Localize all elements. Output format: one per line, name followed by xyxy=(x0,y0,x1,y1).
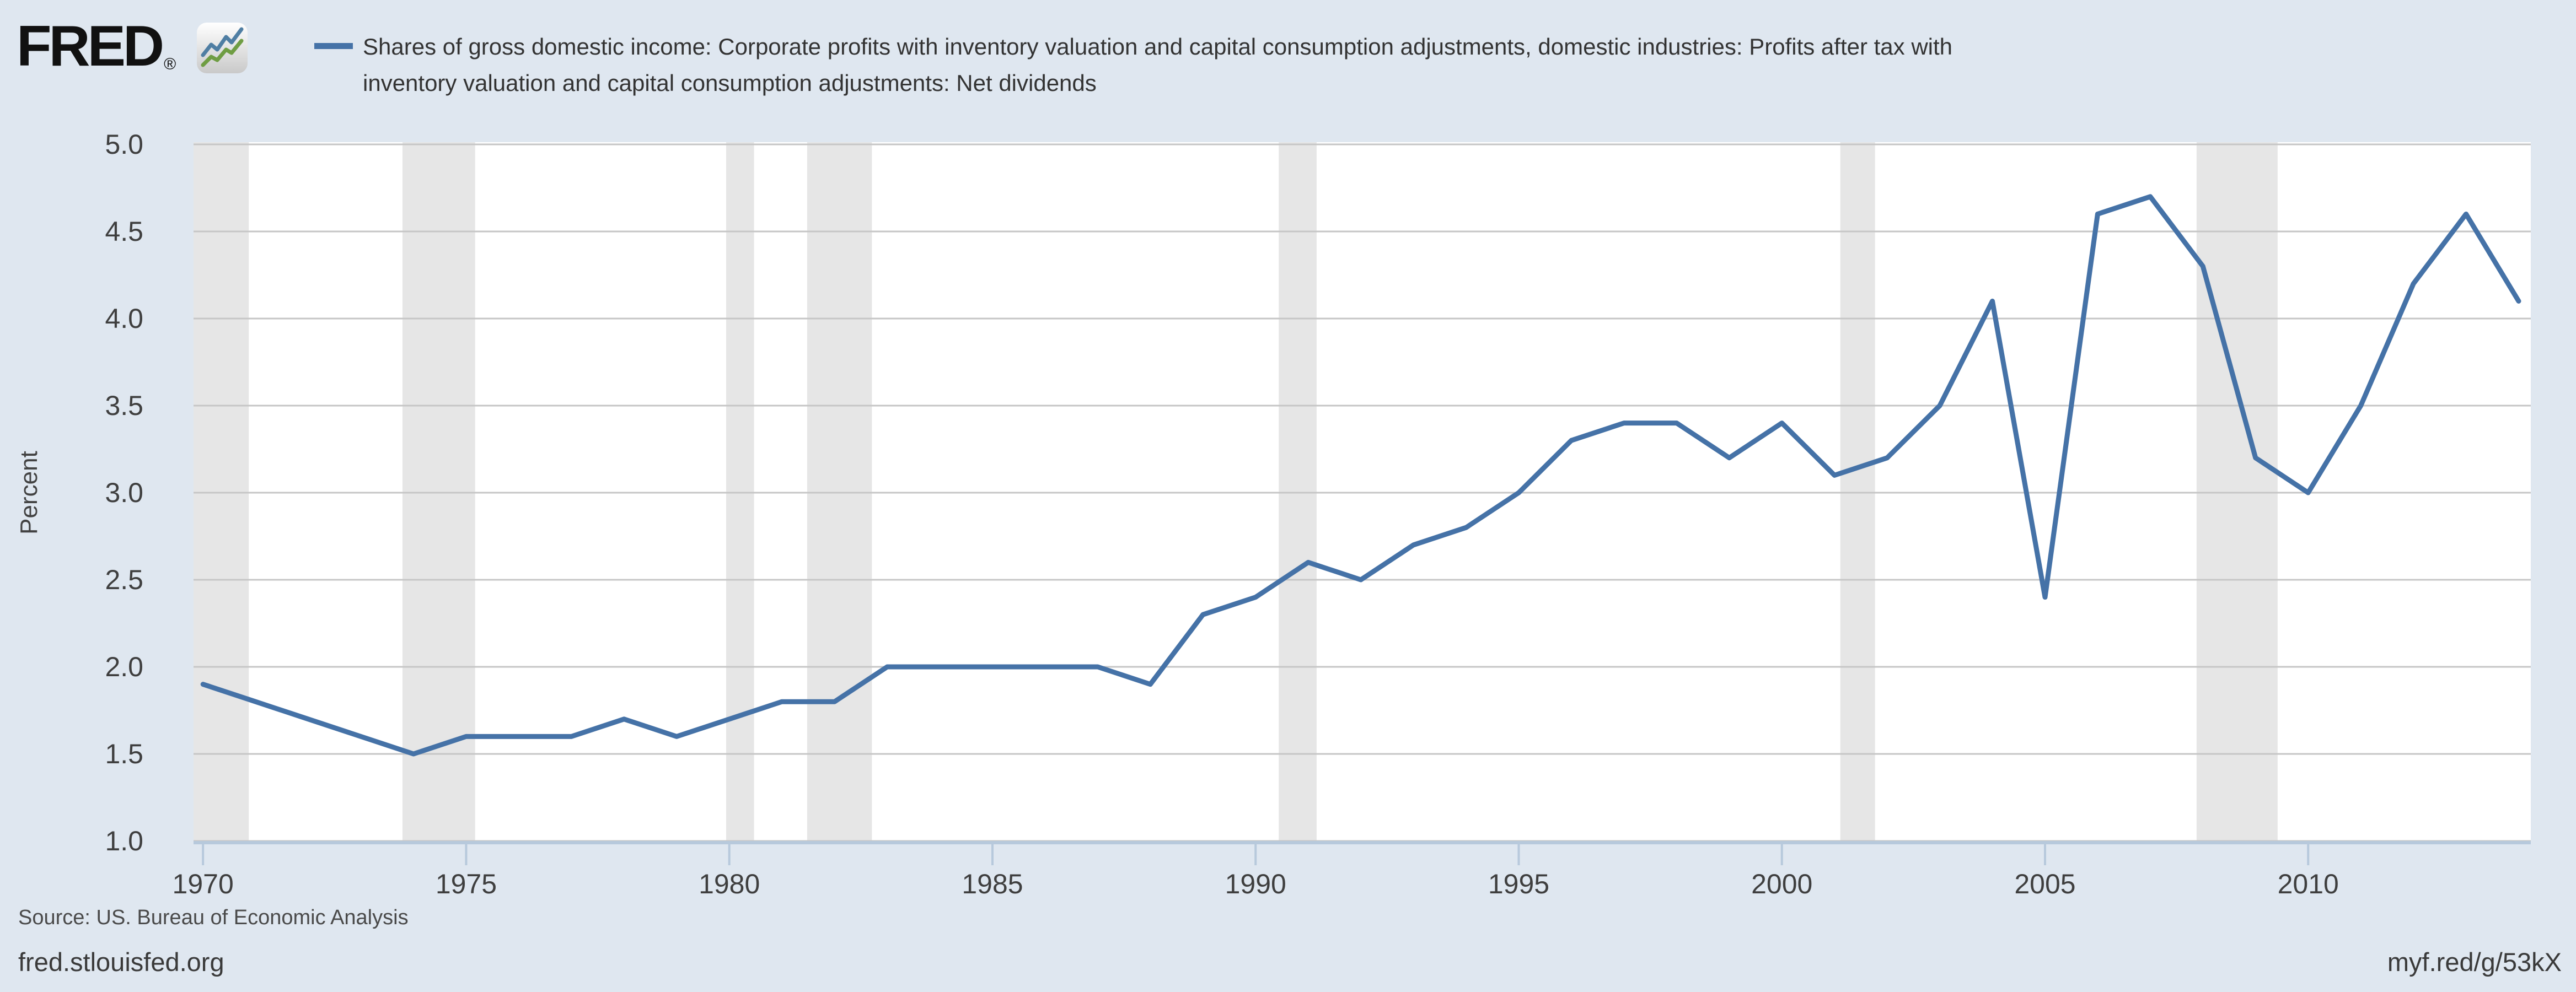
legend-line-marker-icon xyxy=(314,43,353,49)
y-tick-label: 4.0 xyxy=(105,303,143,334)
series-line xyxy=(200,194,2521,757)
x-tick-label: 1995 xyxy=(1488,869,1550,899)
recession-band xyxy=(726,142,754,841)
fred-site-url[interactable]: fred.stlouisfed.org xyxy=(18,947,224,977)
x-axis-line xyxy=(194,841,2531,844)
y-tick-label: 5.0 xyxy=(105,129,143,160)
recession-band xyxy=(194,142,249,841)
y-tick-label: 2.0 xyxy=(105,651,143,682)
y-tick-label: 3.0 xyxy=(105,477,143,508)
recession-band xyxy=(1840,142,1875,841)
fred-logo[interactable]: FRED ® xyxy=(17,14,248,78)
recession-band xyxy=(2196,142,2278,841)
y-tick-label: 2.5 xyxy=(105,564,143,595)
y-tick-label: 3.5 xyxy=(105,390,143,421)
recession-band xyxy=(807,142,872,841)
source-note: Source: US. Bureau of Economic Analysis xyxy=(18,906,409,929)
legend-label-line-1: Shares of gross domestic income: Corpora… xyxy=(363,34,1953,60)
x-tick-label: 2005 xyxy=(2014,869,2076,899)
x-tick-label: 1985 xyxy=(962,869,1023,899)
x-tick-label: 1975 xyxy=(435,869,497,899)
x-tick-label: 1980 xyxy=(699,869,760,899)
recession-band xyxy=(1279,142,1317,841)
x-tick-label: 2010 xyxy=(2277,869,2339,899)
plot-area xyxy=(194,142,2531,841)
recession-band xyxy=(402,142,475,841)
y-tick-label: 1.5 xyxy=(105,738,143,769)
x-tick-label: 1990 xyxy=(1225,869,1286,899)
legend[interactable]: Shares of gross domestic income: Corpora… xyxy=(314,29,1952,101)
x-tick-label: 1970 xyxy=(172,869,234,899)
x-tick-label: 2000 xyxy=(1751,869,1813,899)
legend-label-line-2: inventory valuation and capital consumpt… xyxy=(363,70,1097,96)
legend-series-label: Shares of gross domestic income: Corpora… xyxy=(363,29,1952,101)
y-tick-label: 1.0 xyxy=(105,826,143,856)
fred-logo-text: FRED xyxy=(17,14,164,78)
fred-logo-chart-icon xyxy=(197,23,248,73)
registered-trademark-icon: ® xyxy=(164,55,176,73)
y-tick-label: 4.5 xyxy=(105,216,143,247)
graph-short-url[interactable]: myf.red/g/53kX xyxy=(2387,947,2562,977)
